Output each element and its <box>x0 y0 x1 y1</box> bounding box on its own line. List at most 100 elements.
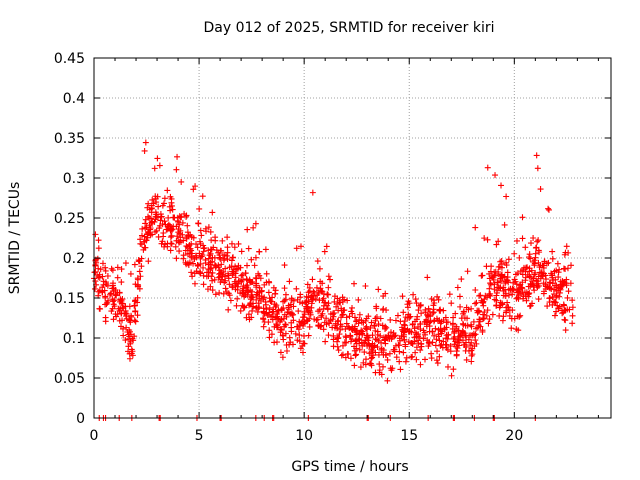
data-point <box>391 348 398 355</box>
data-point <box>196 205 203 212</box>
data-point <box>363 334 370 341</box>
data-point <box>136 285 143 292</box>
data-point <box>532 269 539 276</box>
data-point <box>382 336 389 343</box>
data-point <box>220 290 227 297</box>
data-point <box>515 327 522 334</box>
data-point <box>246 302 253 309</box>
data-point <box>493 292 500 299</box>
data-point <box>433 357 440 364</box>
data-point <box>198 232 205 239</box>
data-point <box>256 248 263 255</box>
data-point <box>265 278 272 285</box>
data-point <box>344 297 351 304</box>
data-point <box>562 265 569 272</box>
data-point <box>408 354 415 361</box>
data-point <box>510 286 517 293</box>
data-point <box>436 337 443 344</box>
y-tick-label: 0.1 <box>63 331 85 347</box>
data-point <box>413 344 420 351</box>
data-point <box>343 314 350 321</box>
data-point <box>339 351 346 358</box>
data-point <box>104 282 111 289</box>
data-point <box>435 331 442 338</box>
data-point <box>375 351 382 358</box>
y-tick-labels: 0 0.05 0.1 0.15 0.2 0.25 0.3 0.35 0.4 0.45 <box>54 51 85 427</box>
data-point <box>126 317 133 324</box>
data-point <box>534 165 541 172</box>
data-point <box>260 316 267 323</box>
data-point <box>147 232 154 239</box>
data-point <box>325 300 332 307</box>
data-point <box>374 328 381 335</box>
data-point <box>417 361 424 368</box>
data-point <box>460 329 467 336</box>
data-point <box>257 275 264 282</box>
data-point <box>481 309 488 316</box>
data-point <box>357 364 364 371</box>
data-point <box>506 292 513 299</box>
data-point <box>226 292 233 299</box>
data-point <box>184 222 191 229</box>
data-point <box>297 243 304 250</box>
data-point <box>136 258 143 265</box>
data-point <box>161 195 168 202</box>
data-point <box>224 234 231 241</box>
data-point <box>207 259 214 266</box>
data-point <box>480 311 487 318</box>
data-point <box>443 332 450 339</box>
data-point <box>484 307 491 314</box>
data-point <box>437 325 444 332</box>
data-point <box>363 323 370 330</box>
data-point <box>418 310 425 317</box>
data-point <box>425 312 432 319</box>
data-point <box>313 284 320 291</box>
x-tick-labels: 0 5 10 15 20 <box>90 428 524 444</box>
data-point <box>411 325 418 332</box>
data-point <box>315 308 322 315</box>
data-point <box>346 325 353 332</box>
data-point <box>560 301 567 308</box>
data-point <box>366 350 373 357</box>
y-tick-label: 0.3 <box>63 171 85 187</box>
data-point <box>399 293 406 300</box>
data-point <box>154 155 161 162</box>
data-point <box>229 284 236 291</box>
data-point <box>438 330 445 337</box>
data-point <box>148 219 155 226</box>
data-point <box>209 254 216 261</box>
data-point <box>441 326 448 333</box>
data-point <box>405 328 412 335</box>
data-point <box>311 316 318 323</box>
data-point <box>137 236 144 243</box>
data-point <box>334 338 341 345</box>
data-point <box>297 322 304 329</box>
data-point <box>522 274 529 281</box>
data-point <box>447 343 454 350</box>
data-point <box>514 313 521 320</box>
data-point <box>325 332 332 339</box>
data-point <box>261 281 268 288</box>
data-point <box>383 352 390 359</box>
data-point <box>549 294 556 301</box>
data-point <box>248 256 255 263</box>
data-point <box>468 358 475 365</box>
data-point <box>530 275 537 282</box>
data-point <box>368 319 375 326</box>
data-point <box>125 331 132 338</box>
data-point <box>305 289 312 296</box>
data-point <box>334 318 341 325</box>
data-point <box>484 236 491 243</box>
data-point <box>375 286 382 293</box>
data-point <box>339 342 346 349</box>
data-point <box>185 261 192 268</box>
data-point <box>369 343 376 350</box>
data-point <box>335 347 342 354</box>
data-point <box>438 318 445 325</box>
data-point <box>143 224 150 231</box>
data-point <box>244 226 251 233</box>
data-point <box>272 290 279 297</box>
data-point <box>211 276 218 283</box>
data-point <box>386 350 393 357</box>
data-point <box>127 270 134 277</box>
